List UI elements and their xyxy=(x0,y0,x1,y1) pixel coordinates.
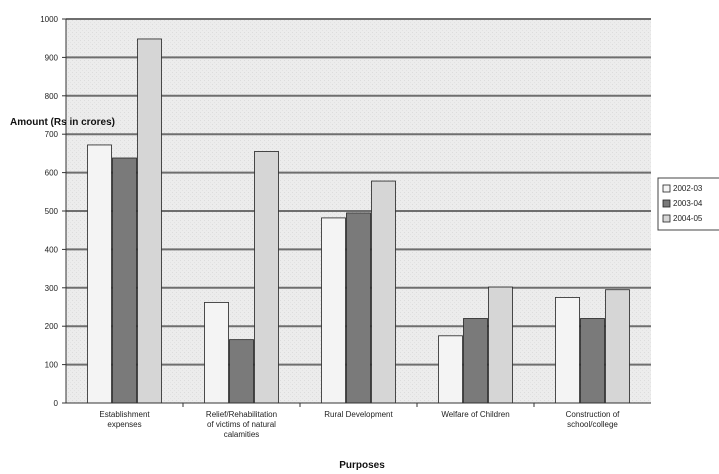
bar-2004-05 xyxy=(137,38,162,404)
x-tick-label-line: Relief/Rehabilitation xyxy=(206,410,277,419)
bar-2004-05 xyxy=(254,151,279,404)
legend-swatch xyxy=(662,184,671,193)
bar-2002-03 xyxy=(204,301,229,404)
bar-2003-04 xyxy=(580,318,605,404)
legend-label: 2002-03 xyxy=(673,184,703,193)
x-axis: Establishment expenses Relief/Rehabilitati… xyxy=(66,402,651,439)
x-tick-label-line: school/college xyxy=(567,420,618,429)
y-tick-label: 600 xyxy=(45,169,59,178)
y-tick-label: 0 xyxy=(54,399,59,408)
x-tick-label-line: Establishment xyxy=(99,410,150,419)
bar-2004-05 xyxy=(371,180,396,404)
bar-2003-04 xyxy=(346,212,371,404)
legend-swatch xyxy=(662,199,671,208)
y-tick-label: 500 xyxy=(45,207,59,216)
bar-2003-04 xyxy=(229,339,254,404)
legend-label: 2004-05 xyxy=(673,214,703,223)
bar-2004-05 xyxy=(605,289,630,404)
x-tick-label: Construction of school/college xyxy=(566,410,621,429)
y-tick-label: 100 xyxy=(45,361,59,370)
x-tick-label: Relief/Rehabilitation of victims of natur… xyxy=(206,410,277,439)
legend: 2002-03 2003-04 2004-05 xyxy=(657,177,719,231)
y-tick-label: 800 xyxy=(45,92,59,101)
y-axis: 0 100 200 300 400 500 600 700 800 900 1000 xyxy=(40,15,67,408)
y-tick-label: 300 xyxy=(45,284,59,293)
x-tick-label-line: Welfare of Children xyxy=(441,410,509,419)
bar-2002-03 xyxy=(321,217,346,404)
x-tick-label-line: of victims of natural xyxy=(207,420,276,429)
bar-2002-03 xyxy=(555,296,580,404)
bars xyxy=(87,38,630,404)
bar-2002-03 xyxy=(438,335,463,404)
x-tick-label: Welfare of Children xyxy=(441,410,509,419)
x-tick-label: Establishment expenses xyxy=(99,410,150,429)
y-axis-title: Amount (Rs in crores) xyxy=(10,117,115,128)
bar-2002-03 xyxy=(87,144,112,404)
y-tick-label: 700 xyxy=(45,130,59,139)
y-tick-label: 1000 xyxy=(40,15,58,24)
bar-2004-05 xyxy=(488,286,513,404)
legend-label: 2003-04 xyxy=(673,199,703,208)
bar-2003-04 xyxy=(463,318,488,404)
x-axis-title: Purposes xyxy=(339,460,385,471)
y-tick-label: 200 xyxy=(45,322,59,331)
x-tick-label-line: Rural Development xyxy=(324,410,393,419)
x-tick-label-line: expenses xyxy=(107,420,141,429)
legend-swatch xyxy=(662,214,671,223)
y-tick-label: 400 xyxy=(45,245,59,254)
bar-2003-04 xyxy=(112,157,137,404)
x-tick-label-line: calamities xyxy=(224,430,260,439)
y-tick-label: 900 xyxy=(45,53,59,62)
x-tick-label-line: Construction of xyxy=(566,410,621,419)
x-tick-label: Rural Development xyxy=(324,410,393,419)
